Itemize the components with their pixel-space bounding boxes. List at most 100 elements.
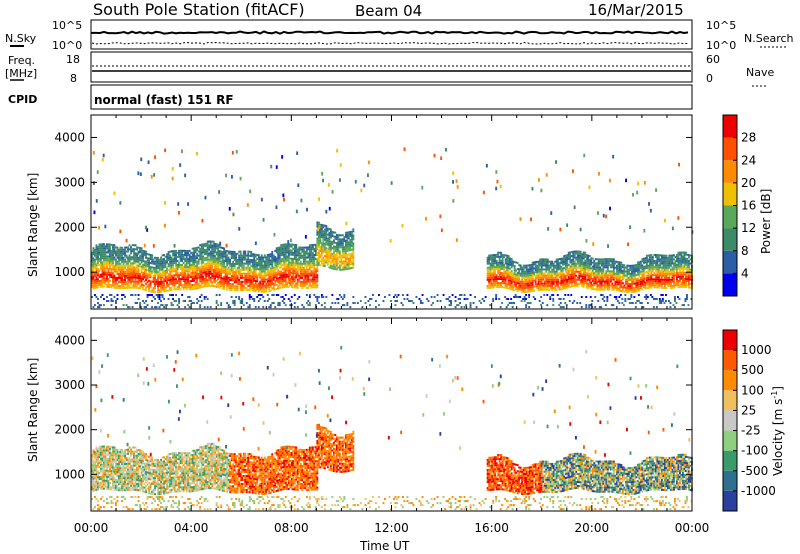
power-cell [495,274,498,277]
power-cell [242,256,245,259]
power-cell [603,266,606,269]
power-cell [599,288,602,291]
power-cell [326,227,329,230]
power-cell [253,261,256,264]
power-cell [284,267,287,270]
power-cell [166,269,168,272]
power-cell [221,287,224,290]
power-cell [316,243,319,246]
power-cell [632,288,635,291]
power-cell [573,283,576,285]
power-cell [295,272,298,275]
power-cell [190,286,193,289]
power-cell [250,285,253,288]
power-cell [130,276,132,279]
power-cell [184,282,187,285]
power-cell [343,248,346,251]
power-cell [185,280,188,283]
power-cell [226,272,229,275]
power-cell [239,250,242,253]
power-cell [632,282,635,285]
power-cell [654,274,657,277]
power-cell [97,250,99,252]
power-cell [335,246,338,249]
power-cell [632,276,635,279]
power-cell [618,277,621,280]
power-cell [142,284,144,287]
power-cell [163,282,165,285]
power-cell [244,252,247,255]
power-cell [497,284,500,287]
power-cell [268,276,271,278]
power-cell [341,252,344,255]
power-cell [688,280,690,283]
power-cell [142,276,144,278]
power-cell [673,262,675,265]
power-cell [350,244,353,247]
power-cell [185,258,188,261]
power-cell [122,271,125,273]
power-cell [199,278,202,281]
power-cell [128,278,131,281]
power-cell [599,284,602,287]
power-cell [314,276,317,279]
power-cell [344,248,347,250]
power-cell [656,286,659,289]
power-cell [292,262,295,264]
power-cell [344,266,347,269]
power-cell [134,258,137,261]
power-cell [320,228,323,230]
power-cell [319,260,322,263]
power-cell [569,285,572,288]
power-cell [287,249,290,252]
power-cell [260,256,263,259]
power-cell [570,283,573,286]
power-cell [298,278,301,281]
power-cell [115,280,117,283]
power-cell [124,258,126,261]
power-cell [647,284,650,287]
power-cell [269,259,272,262]
power-cell [289,265,292,268]
power-cell [332,253,335,256]
power-cell [212,260,215,263]
power-cell [298,254,301,257]
power-cell [133,282,135,285]
power-cell [97,302,99,304]
power-cell [570,255,573,258]
power-cell [148,285,150,288]
power-cell [284,273,287,276]
power-cell [600,280,603,283]
power-cell [200,243,203,246]
power-cell [647,268,650,271]
power-cell [121,267,123,269]
power-cell [226,288,229,291]
power-cell [131,280,134,283]
power-cell [491,254,494,257]
power-cell [169,279,171,281]
power-cell [587,274,590,277]
power-cell [311,272,314,275]
power-cell [582,273,585,276]
power-cell [142,286,144,289]
power-cell [688,264,690,267]
power-cell [326,257,329,260]
power-cell [340,258,343,261]
power-cell [170,260,173,263]
power-cell [543,264,546,267]
power-cell [110,264,113,266]
power-cell [671,270,674,273]
power-cell [245,286,248,289]
power-cell [182,272,185,275]
power-cell [332,245,335,248]
power-cell [128,268,131,271]
power-cell [521,278,524,281]
power-cell [563,257,566,260]
power-cell [685,273,687,276]
power-cell [137,250,140,253]
power-cell [259,262,262,265]
power-cell [314,258,317,260]
power-cell [498,271,501,274]
power-cell [510,272,513,275]
power-cell [642,271,645,274]
